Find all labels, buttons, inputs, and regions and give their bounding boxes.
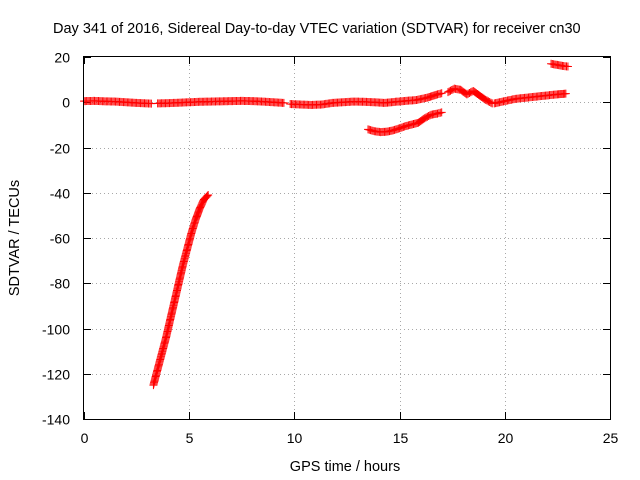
- tick-labels: 0 5 10 15 20 25 20 0 -20 -40 -60 -80 -100 -120 -140: [42, 50, 619, 447]
- x-tick-label: 25: [603, 430, 619, 446]
- y-tick-label: -40: [50, 186, 70, 202]
- chart-title: Day 341 of 2016, Sidereal Day-to-day VTE…: [53, 21, 581, 37]
- series-steep-track: [149, 191, 213, 390]
- data-point: [279, 98, 288, 107]
- series-bump-track: [443, 84, 497, 108]
- data-point: [203, 191, 212, 200]
- data-point: [437, 89, 446, 98]
- x-tick-label: 10: [287, 430, 303, 446]
- x-tick-label: 5: [186, 430, 194, 446]
- x-axis-label: GPS time / hours: [290, 459, 400, 475]
- y-tick-label: -20: [50, 141, 70, 157]
- data-point: [204, 191, 213, 200]
- axis-ticks: [84, 57, 611, 420]
- series-rising-track: [490, 89, 570, 108]
- series-near-zero-track-2: [153, 96, 288, 108]
- data-point: [563, 62, 572, 71]
- data-point: [202, 192, 211, 201]
- data-point: [437, 108, 446, 117]
- series-upper-segment: [547, 59, 572, 71]
- x-tick-label: 20: [498, 430, 514, 446]
- y-tick-label: -120: [42, 367, 70, 383]
- series-near-zero-track-1: [80, 96, 156, 108]
- y-tick-label: -140: [42, 412, 70, 428]
- series-near-zero-track-3: [286, 89, 446, 109]
- data-point: [561, 89, 570, 98]
- y-axis-label: SDTVAR / TECUs: [7, 180, 23, 296]
- y-tick-label: -60: [50, 231, 70, 247]
- plot-area: [80, 59, 572, 390]
- y-tick-label: 20: [54, 50, 70, 66]
- y-tick-label: 0: [62, 95, 70, 111]
- x-tick-label: 0: [81, 430, 89, 446]
- x-tick-label: 15: [393, 430, 409, 446]
- series-lower-dip: [364, 108, 446, 137]
- y-tick-label: -80: [50, 276, 70, 292]
- plot-frame: [83, 56, 611, 420]
- y-tick-label: -100: [42, 322, 70, 338]
